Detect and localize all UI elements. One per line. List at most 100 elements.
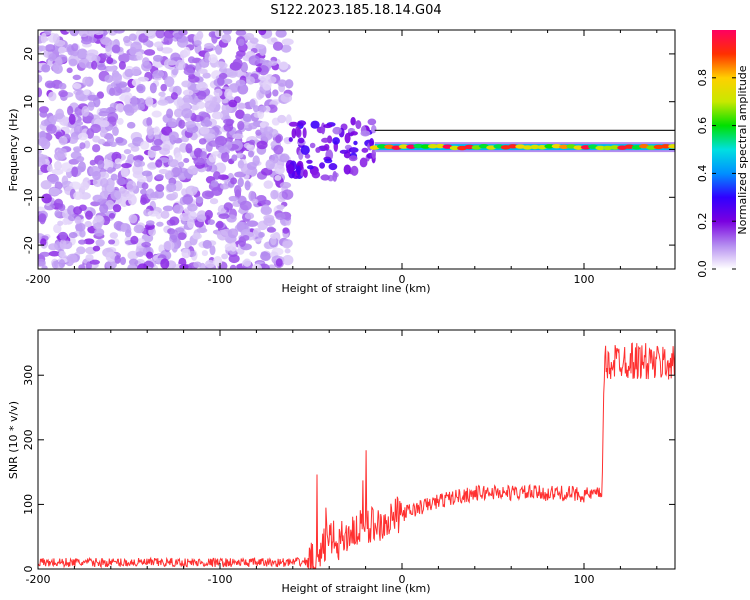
- heat-blob: [332, 126, 342, 135]
- heat-blob: [188, 211, 198, 220]
- y-tick-label: 0: [22, 566, 35, 573]
- heat-blob: [124, 94, 131, 106]
- colorbar: 0.0 0.2 0.4 0.6 0.8 Normalized spectral ampl…: [696, 30, 749, 278]
- heat-blob: [146, 251, 154, 259]
- heat-blob: [196, 31, 204, 40]
- heat-blob: [48, 91, 57, 102]
- heat-blob: [111, 44, 121, 54]
- heat-blob: [85, 210, 93, 220]
- snr-line-layer: [38, 342, 675, 569]
- heat-blob: [220, 183, 230, 190]
- heat-blob: [297, 137, 305, 144]
- spectrogram-heat-layer: [38, 30, 675, 269]
- heat-blob: [288, 121, 299, 127]
- heat-blob: [136, 263, 149, 269]
- colorbar-tick-label: 0.6: [696, 117, 709, 135]
- heat-blob: [208, 140, 221, 147]
- heat-blob: [350, 117, 356, 126]
- heat-blob: [115, 136, 124, 144]
- heat-blob: [112, 204, 122, 213]
- heat-blob: [231, 154, 238, 162]
- heat-blob: [173, 108, 183, 118]
- heat-blob: [221, 151, 230, 163]
- heat-blob: [82, 76, 91, 86]
- heat-blob: [126, 180, 137, 192]
- heat-blob: [196, 214, 207, 222]
- heat-blob: [130, 235, 139, 245]
- heat-blob: [111, 86, 123, 96]
- heat-blob: [89, 259, 100, 265]
- heat-blob: [78, 30, 89, 38]
- heat-blob: [348, 155, 358, 162]
- spectral-peak-segment: [398, 144, 409, 149]
- heat-blob: [280, 44, 292, 53]
- heat-blob: [133, 159, 142, 168]
- heat-blob: [361, 147, 369, 153]
- heat-blob: [204, 209, 213, 220]
- heat-blob: [241, 235, 250, 241]
- heat-blob: [371, 125, 377, 134]
- heat-blob: [221, 33, 232, 44]
- heat-blob: [234, 171, 246, 178]
- heat-blob: [38, 213, 47, 223]
- chart-title: S122.2023.185.18.14.G04: [270, 3, 441, 18]
- x-tick-label: 100: [574, 273, 595, 286]
- heat-blob: [216, 229, 229, 241]
- heat-blob: [96, 91, 105, 99]
- heat-blob: [112, 72, 123, 84]
- heat-blob: [321, 137, 330, 143]
- colorbar-ticks: 0.0 0.2 0.4 0.6 0.8: [696, 69, 736, 278]
- heat-blob: [171, 191, 179, 200]
- heat-blob: [237, 83, 249, 95]
- heat-blob: [182, 94, 193, 104]
- x-tick-label: -100: [208, 573, 233, 586]
- heat-blob: [44, 30, 52, 36]
- heat-blob: [266, 227, 277, 233]
- heat-blob: [126, 121, 136, 129]
- heat-blob: [99, 190, 109, 200]
- heat-blob: [224, 88, 233, 100]
- heat-blob: [132, 155, 145, 162]
- heat-blob: [320, 174, 330, 181]
- spectral-peak-segment: [595, 145, 606, 151]
- heat-blob: [252, 155, 260, 166]
- heat-blob: [169, 216, 180, 226]
- heat-blob: [108, 239, 116, 245]
- heat-blob: [193, 261, 202, 268]
- heat-blob: [236, 102, 246, 110]
- heat-blob: [110, 190, 122, 201]
- heat-blob: [221, 253, 229, 260]
- spectral-peak-segment: [660, 144, 671, 149]
- heat-blob: [202, 239, 212, 249]
- heat-blob: [113, 30, 125, 34]
- heat-blob: [198, 68, 208, 74]
- heat-blob: [182, 89, 194, 96]
- colorbar-tick-label: 0.2: [696, 212, 709, 230]
- heat-blob: [181, 80, 192, 88]
- heat-blob: [237, 38, 245, 47]
- heat-blob: [214, 61, 227, 68]
- heat-blob: [158, 91, 166, 97]
- heat-blob: [81, 105, 90, 117]
- y-tick-label: -10: [22, 188, 35, 206]
- heat-blob: [90, 123, 101, 134]
- heat-blob: [149, 82, 157, 94]
- heat-blob: [152, 54, 163, 62]
- heat-blob: [54, 160, 62, 171]
- heat-blob: [323, 143, 330, 151]
- heat-blob: [76, 246, 86, 255]
- heat-blob: [109, 141, 117, 148]
- heat-blob: [123, 104, 133, 112]
- heat-blob: [136, 83, 146, 94]
- heat-blob: [49, 187, 61, 196]
- heat-blob: [204, 42, 214, 49]
- x-tick-label: -100: [208, 273, 233, 286]
- heat-blob: [258, 30, 267, 36]
- heat-blob: [143, 49, 156, 56]
- heat-blob: [200, 150, 208, 160]
- heat-blob: [69, 30, 80, 37]
- heat-blob: [146, 125, 154, 136]
- heat-blob: [275, 134, 282, 144]
- heat-blob: [227, 71, 238, 78]
